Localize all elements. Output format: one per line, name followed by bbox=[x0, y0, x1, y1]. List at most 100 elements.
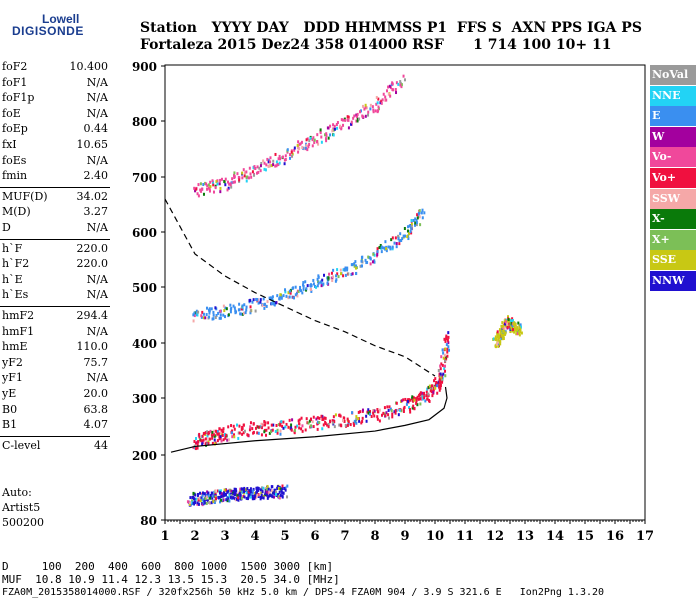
trace-point bbox=[278, 297, 281, 301]
trace-point bbox=[226, 499, 229, 503]
trace-point bbox=[356, 115, 359, 119]
trace-point bbox=[408, 406, 411, 410]
trace-point bbox=[269, 493, 272, 497]
trace-point bbox=[301, 145, 304, 149]
trace-point bbox=[373, 414, 376, 418]
logo-lowell: Lowell bbox=[42, 12, 80, 26]
trace-point bbox=[189, 496, 192, 500]
trace-point bbox=[264, 491, 267, 495]
trace-point bbox=[247, 493, 250, 497]
trace-point bbox=[380, 413, 383, 417]
trace-point bbox=[204, 437, 207, 441]
trace-point bbox=[279, 432, 282, 436]
trace-point bbox=[312, 425, 315, 429]
trace-point bbox=[226, 495, 229, 499]
trace-point bbox=[369, 107, 372, 111]
trace-point bbox=[242, 494, 245, 498]
trace-point bbox=[218, 431, 221, 435]
trace-point bbox=[439, 384, 442, 388]
trace-point bbox=[261, 490, 264, 494]
trace-point bbox=[372, 108, 375, 112]
trace-point bbox=[424, 399, 427, 403]
trace-point bbox=[306, 148, 309, 152]
trace-point bbox=[385, 98, 388, 102]
trace-point bbox=[199, 182, 202, 186]
trace-point bbox=[408, 408, 411, 412]
trace-point bbox=[216, 430, 219, 434]
trace-point bbox=[238, 178, 241, 182]
trace-point bbox=[436, 391, 439, 395]
trace-point bbox=[220, 177, 223, 181]
trace-point bbox=[325, 133, 328, 137]
trace-point bbox=[346, 268, 349, 272]
trace-point bbox=[249, 495, 252, 499]
trace-point bbox=[222, 498, 225, 502]
trace-point bbox=[284, 154, 287, 158]
trace-point bbox=[202, 438, 205, 442]
trace-point bbox=[324, 137, 327, 141]
param-value: 75.7 bbox=[83, 355, 109, 369]
trace-point bbox=[385, 249, 388, 253]
trace-point bbox=[275, 160, 278, 164]
trace-point bbox=[305, 138, 308, 142]
trace-point bbox=[380, 245, 383, 249]
trace-point bbox=[338, 423, 341, 427]
trace-point bbox=[367, 113, 370, 117]
trace-point bbox=[238, 431, 241, 435]
trace-point bbox=[206, 499, 209, 503]
trace-point bbox=[361, 104, 364, 108]
trace-point bbox=[251, 170, 254, 174]
trace-point bbox=[240, 312, 243, 316]
trace-point bbox=[444, 359, 447, 363]
trace-point bbox=[364, 105, 367, 109]
trace-point bbox=[222, 313, 225, 317]
trace-point bbox=[196, 501, 199, 505]
trace-point bbox=[313, 141, 316, 145]
trace-point bbox=[403, 405, 406, 409]
trace-point bbox=[406, 400, 409, 404]
trace-point bbox=[194, 437, 197, 441]
trace-point bbox=[310, 417, 313, 421]
trace-point bbox=[377, 107, 380, 111]
trace-point bbox=[224, 432, 227, 436]
trace-point bbox=[363, 107, 366, 111]
trace-point bbox=[291, 154, 294, 158]
trace-point bbox=[429, 389, 432, 393]
trace-point bbox=[254, 491, 257, 495]
trace-point bbox=[193, 439, 196, 443]
trace-point bbox=[194, 189, 197, 193]
trace-point bbox=[310, 424, 313, 428]
trace-point bbox=[217, 496, 220, 500]
trace-point bbox=[436, 384, 439, 388]
trace-point bbox=[397, 413, 400, 417]
trace-point bbox=[441, 376, 444, 380]
trace-point bbox=[395, 91, 398, 95]
trace-point bbox=[364, 258, 367, 262]
trace-point bbox=[299, 285, 302, 289]
trace-point bbox=[405, 402, 408, 406]
trace-point bbox=[390, 409, 393, 413]
trace-point bbox=[209, 180, 212, 184]
trace-point bbox=[256, 431, 259, 435]
trace-point bbox=[360, 264, 363, 268]
trace-point bbox=[249, 487, 252, 491]
legend-item-x-: X+ bbox=[650, 229, 696, 250]
trace-point bbox=[316, 284, 319, 288]
trace-point bbox=[223, 179, 226, 183]
trace-point bbox=[333, 420, 336, 424]
x-tick-label: 8 bbox=[370, 529, 379, 544]
trace-point bbox=[339, 268, 342, 272]
trace-point bbox=[206, 430, 209, 434]
trace-point bbox=[298, 418, 301, 422]
trace-point bbox=[259, 488, 262, 492]
trace-point bbox=[361, 408, 364, 412]
trace-point bbox=[250, 493, 253, 497]
trace-point bbox=[293, 146, 296, 150]
trace-point bbox=[284, 290, 287, 294]
trace-point bbox=[290, 428, 293, 432]
trace-point bbox=[304, 428, 307, 432]
trace-point bbox=[202, 192, 205, 196]
trace-point bbox=[322, 282, 325, 286]
trace-point bbox=[419, 393, 422, 397]
trace-point bbox=[291, 152, 294, 156]
